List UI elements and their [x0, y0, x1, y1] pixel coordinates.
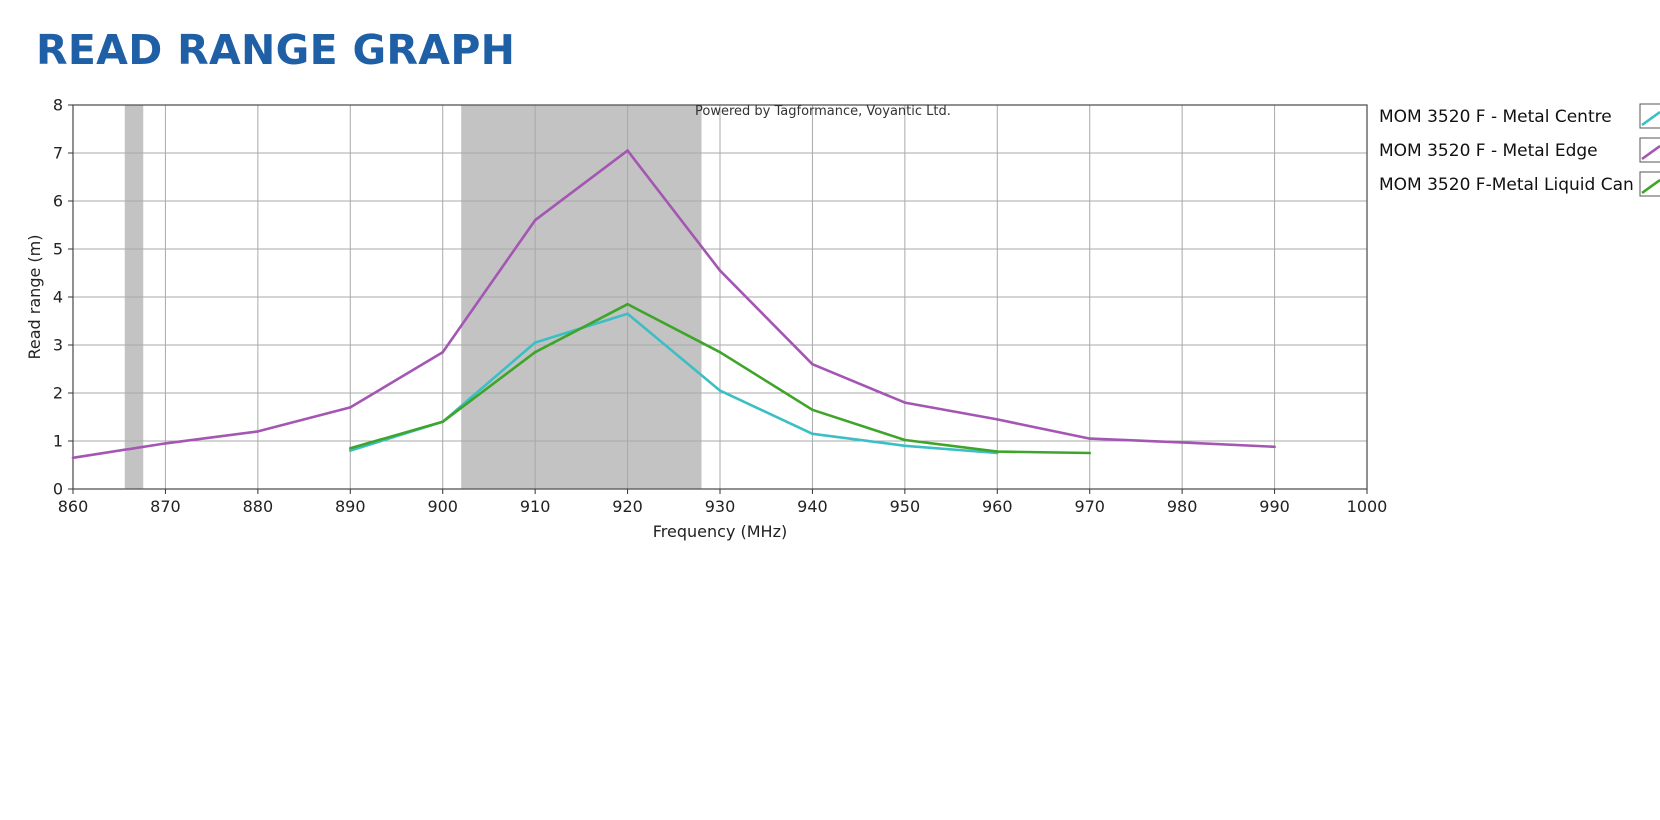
series-1-point	[348, 406, 352, 409]
series-1-point	[1180, 441, 1184, 444]
legend-label-2: MOM 3520 F-Metal Liquid Can	[1379, 175, 1634, 195]
x-tick-label: 980	[1167, 497, 1198, 516]
x-tick-label: 950	[890, 497, 921, 516]
series-1-point	[533, 218, 537, 222]
y-tick-label: 1	[53, 432, 63, 451]
series-0-point	[348, 449, 352, 452]
series-2-point	[1088, 451, 1092, 455]
y-tick-label: 3	[53, 336, 63, 355]
x-tick-label: 1000	[1347, 497, 1388, 516]
x-tick-label: 970	[1074, 497, 1105, 516]
legend-swatch-line-0	[1641, 110, 1660, 127]
series-1-point	[71, 456, 75, 460]
series-line-1	[72, 149, 1275, 460]
series-2-point	[626, 302, 629, 306]
series-2-point	[348, 446, 352, 450]
series-1-point	[718, 269, 722, 272]
y-tick-label: 4	[53, 288, 63, 307]
series-1-point	[903, 401, 907, 404]
series-2-point	[533, 350, 537, 354]
y-axis-label: Read range (m)	[25, 235, 44, 360]
series-2-point	[441, 420, 445, 424]
series-0-point	[903, 444, 907, 448]
y-tick-label: 8	[53, 96, 63, 115]
series-1-point	[995, 418, 999, 421]
y-tick-label: 0	[53, 480, 63, 499]
series-1-point	[164, 442, 167, 445]
series-1-point	[1273, 445, 1276, 449]
series-0-point	[718, 389, 722, 392]
legend-label-1: MOM 3520 F - Metal Edge	[1379, 141, 1598, 161]
y-tick-label: 2	[53, 384, 63, 403]
legend-swatch-line-2	[1641, 178, 1660, 195]
series-1-point	[256, 430, 260, 433]
x-tick-label: 930	[705, 497, 736, 516]
series-2-point	[995, 450, 999, 453]
x-tick-label: 990	[1259, 497, 1290, 516]
legend-label-0: MOM 3520 F - Metal Centre	[1379, 107, 1612, 127]
x-tick-label: 870	[150, 497, 181, 516]
series-1-point	[1088, 437, 1092, 440]
series-1-point	[626, 149, 629, 152]
x-tick-label: 890	[335, 497, 366, 516]
series-0-point	[533, 341, 537, 344]
y-tick-label: 6	[53, 192, 63, 211]
series-2-point	[811, 408, 814, 412]
y-tick-label: 7	[53, 144, 63, 163]
x-tick-label: 860	[58, 497, 89, 516]
page-title: READ RANGE GRAPH	[36, 26, 516, 74]
x-tick-label: 880	[243, 497, 274, 516]
series-1-point	[811, 362, 814, 366]
legend-swatch-line-1	[1641, 144, 1660, 161]
y-tick-label: 5	[53, 240, 63, 259]
series-2-point	[718, 350, 722, 354]
x-tick-label: 910	[520, 497, 551, 516]
series-0-point	[811, 432, 814, 436]
watermark-text: Powered by Tagformance, Voyantic Ltd.	[695, 104, 951, 119]
x-axis-label: Frequency (MHz)	[653, 522, 787, 541]
x-tick-label: 960	[982, 497, 1013, 516]
x-tick-label: 900	[427, 497, 458, 516]
series-0-point	[626, 312, 629, 316]
series-1-point	[441, 350, 445, 354]
x-tick-label: 940	[797, 497, 828, 516]
series-2-point	[903, 438, 907, 442]
x-tick-label: 920	[612, 497, 643, 516]
